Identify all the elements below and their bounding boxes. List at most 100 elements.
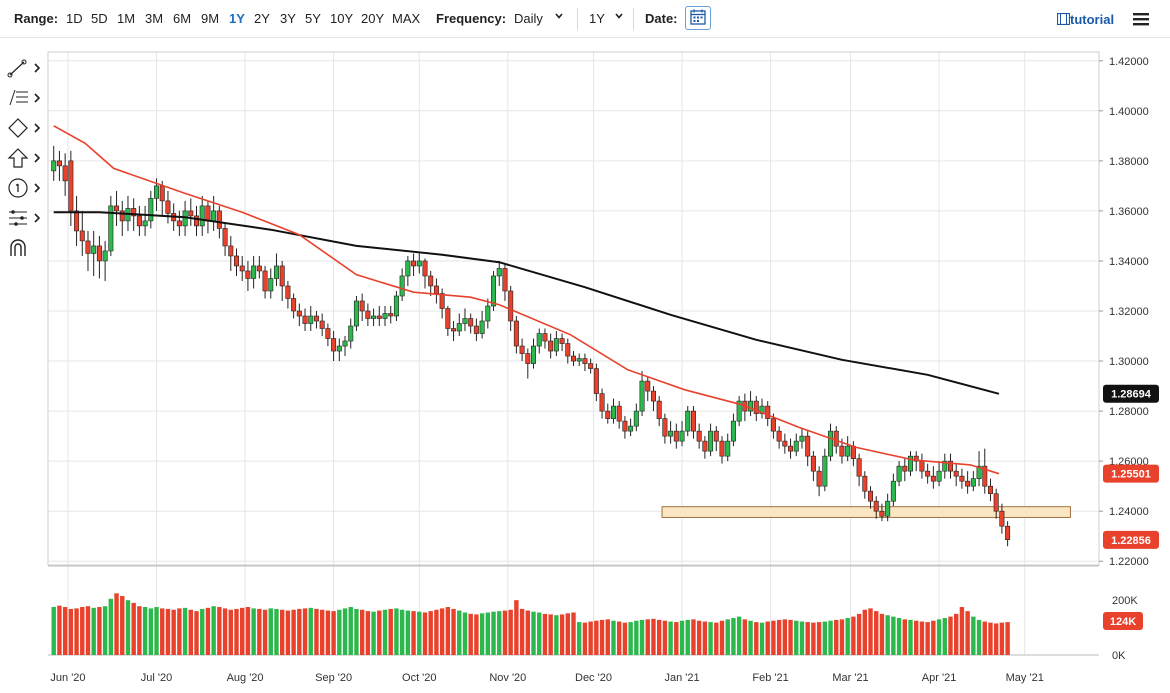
hamburger-menu-icon[interactable] <box>1133 12 1149 26</box>
x-tick-label: Oct '20 <box>402 672 437 684</box>
candle-body <box>702 440 708 452</box>
frequency-select[interactable]: Daily <box>514 11 543 26</box>
measure-tool-icon[interactable] <box>6 206 44 230</box>
range-2y[interactable]: 2Y <box>254 11 270 26</box>
volume-bar <box>439 608 445 655</box>
candle-body <box>154 185 160 199</box>
candle-body <box>833 430 839 447</box>
x-tick-label: Aug '20 <box>227 672 264 684</box>
candle-body <box>896 465 902 482</box>
candle-body <box>656 400 662 419</box>
range-10y[interactable]: 10Y <box>330 11 354 26</box>
candle-body <box>319 320 325 329</box>
candle-body <box>108 205 114 252</box>
magnet-icon[interactable] <box>6 236 44 260</box>
volume-bar <box>177 608 182 655</box>
range-9m[interactable]: 9M <box>201 11 220 26</box>
candle-body <box>376 315 382 319</box>
volume-bar <box>182 607 188 655</box>
volume-bar <box>914 620 919 655</box>
candle-body <box>679 430 685 442</box>
candle-body <box>96 245 102 262</box>
range-20y[interactable]: 20Y <box>361 11 385 26</box>
chevron-down-icon[interactable] <box>555 12 563 20</box>
y-tick-label: 1.42000 <box>1109 56 1149 68</box>
volume-bar <box>862 609 868 655</box>
volume-bar <box>342 608 348 655</box>
volume-bar <box>634 620 639 655</box>
volume-bar <box>845 617 850 655</box>
arrow-up-tool-icon[interactable] <box>6 146 44 170</box>
x-tick-label: Sep '20 <box>315 672 352 684</box>
candle-body <box>176 220 182 227</box>
candle-body <box>62 165 68 182</box>
candle-body <box>673 430 679 442</box>
candle-body <box>439 293 445 309</box>
candle-body <box>588 363 594 369</box>
candle-body <box>987 485 993 494</box>
volume-bar <box>422 612 428 655</box>
volume-bar <box>68 608 74 655</box>
chevron-down-icon[interactable] <box>615 12 623 20</box>
candle-body <box>79 230 85 242</box>
volume-bar <box>931 620 936 655</box>
line-tool-icon[interactable] <box>6 56 44 80</box>
volume-bar <box>948 616 953 655</box>
candle-body <box>770 418 776 432</box>
volume-bar <box>245 607 251 655</box>
period-select[interactable]: 1Y <box>589 11 605 26</box>
volume-bar <box>399 609 405 655</box>
candle-body <box>456 323 462 332</box>
candle-body <box>56 160 62 167</box>
range-5y[interactable]: 5Y <box>305 11 321 26</box>
candle-body <box>531 345 537 364</box>
candle-body <box>965 480 971 487</box>
volume-bar <box>971 616 976 655</box>
shape-tool-icon[interactable] <box>6 116 44 140</box>
volume-bar <box>748 620 753 655</box>
volume-bar <box>85 606 91 655</box>
volume-bar <box>268 608 273 655</box>
candle-body <box>422 260 428 277</box>
volume-bar <box>165 608 171 655</box>
range-max[interactable]: MAX <box>392 11 421 26</box>
candle-body <box>114 205 120 212</box>
range-1d[interactable]: 1D <box>66 11 83 26</box>
candle-body <box>799 435 805 442</box>
range-1y[interactable]: 1Y <box>229 11 245 26</box>
range-1m[interactable]: 1M <box>117 11 136 26</box>
toolbar-divider <box>577 8 578 30</box>
candle-body <box>371 315 377 319</box>
frequency-label: Frequency: <box>436 11 507 26</box>
calendar-button[interactable] <box>685 6 711 30</box>
range-6m[interactable]: 6M <box>173 11 192 26</box>
candle-body <box>822 455 828 487</box>
volume-bar <box>428 611 433 655</box>
volume-bar <box>359 609 365 655</box>
numbered-marker-icon[interactable] <box>6 176 44 200</box>
candle-body <box>428 275 434 287</box>
candle-body <box>239 265 245 272</box>
volume-bar <box>811 622 816 655</box>
support-zone-rect <box>661 506 1071 518</box>
volume-bar <box>696 620 702 655</box>
volume-bars <box>51 593 1010 655</box>
candle-body <box>393 295 399 317</box>
range-5d[interactable]: 5D <box>91 11 108 26</box>
x-tick-label: Nov '20 <box>489 672 526 684</box>
candle-body <box>542 333 548 342</box>
volume-bar <box>651 618 656 655</box>
candle-body <box>605 410 611 419</box>
volume-bar <box>137 606 142 655</box>
fibonacci-tool-icon[interactable] <box>6 86 44 110</box>
volume-bar <box>80 607 85 655</box>
tutorial-link[interactable]: tutorial <box>1056 12 1114 27</box>
volume-bar <box>993 623 999 655</box>
candle-body <box>668 430 674 437</box>
range-3y[interactable]: 3Y <box>280 11 296 26</box>
range-3m[interactable]: 3M <box>145 11 164 26</box>
candle-body <box>222 228 228 247</box>
volume-bar <box>285 610 291 655</box>
volume-bar <box>217 607 222 655</box>
